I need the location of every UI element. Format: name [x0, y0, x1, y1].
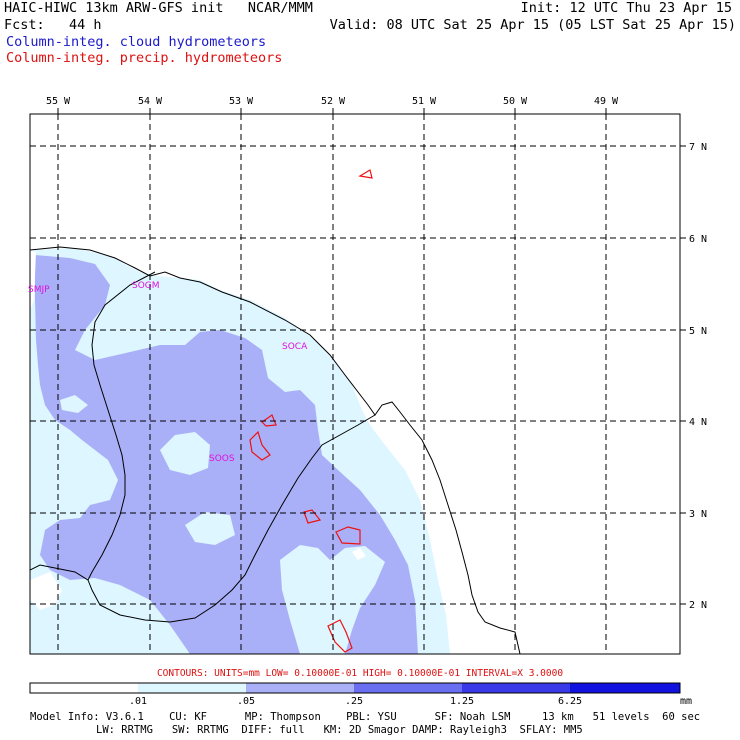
clear-area — [30, 572, 62, 610]
lon-label: 55 W — [46, 96, 71, 107]
station-label: SOCA — [282, 342, 308, 352]
lat-label: 7 N — [689, 142, 707, 153]
lon-label: 54 W — [138, 96, 163, 107]
precip-contour — [327, 619, 353, 653]
field-label-cloud: Column-integ. cloud hydrometeors — [6, 34, 267, 50]
axis-ticks — [57, 108, 686, 605]
colorbar-tick: .01 — [129, 696, 147, 707]
precip-contours — [249, 169, 373, 653]
lon-label: 52 W — [321, 96, 346, 107]
footer-model-info: Model Info: V3.6.1 CU: KF MP: Thompson P… — [30, 711, 701, 723]
lat-label: 2 N — [689, 600, 707, 611]
init-time: Init: 12 UTC Thu 23 Apr 15 — [520, 0, 732, 16]
cloud-hole — [60, 395, 88, 413]
forecast-hour: Fcst: 44 h — [4, 17, 102, 33]
lon-label: 50 W — [503, 96, 528, 107]
cloud-hole — [185, 512, 235, 545]
latlon-grid — [30, 114, 680, 654]
plot-frame — [29, 113, 681, 655]
colorbar-bin — [462, 683, 570, 693]
colorbar-bin — [138, 683, 246, 693]
precip-contour — [261, 414, 277, 427]
field-label-precip: Column-integ. precip. hydrometeors — [6, 50, 283, 66]
border — [87, 414, 376, 623]
colorbar-bin — [570, 683, 680, 693]
contour-info: CONTOURS: UNITS=mm LOW= 0.10000E-01 HIGH… — [157, 668, 563, 679]
hydrometeor-shading — [30, 248, 450, 654]
colorbar-tick: .25 — [345, 696, 363, 707]
lat-label: 3 N — [689, 509, 707, 520]
colorbar-units: mm — [680, 696, 692, 707]
lat-label: 4 N — [689, 417, 707, 428]
lon-label: 49 W — [594, 96, 619, 107]
cloud-hole — [352, 548, 366, 560]
lat-label: 5 N — [689, 326, 707, 337]
precip-contour — [303, 509, 322, 524]
model-title: HAIC-HIWC 13km ARW-GFS init NCAR/MMM — [4, 0, 313, 16]
lon-label: 51 W — [412, 96, 437, 107]
colorbar — [29, 682, 681, 694]
lat-label: 6 N — [689, 234, 707, 245]
colorbar-bin — [354, 683, 462, 693]
cloud-hole — [160, 432, 210, 475]
colorbar-bin — [30, 683, 138, 693]
precip-contour — [249, 430, 271, 461]
colorbar-tick: .05 — [237, 696, 255, 707]
station-label: SOOS — [209, 454, 235, 464]
valid-time: Valid: 08 UTC Sat 25 Apr 15 (05 LST Sat … — [329, 17, 736, 33]
colorbar-bin — [246, 683, 354, 693]
precip-contour — [335, 526, 361, 545]
precip-contour — [358, 169, 373, 179]
station-label: SMJP — [28, 285, 50, 295]
colorbar-tick: 1.25 — [450, 696, 474, 707]
footer-physics-info: LW: RRTMG SW: RRTMG DIFF: full KM: 2D Sm… — [96, 724, 583, 736]
station-label: SOGM — [132, 281, 160, 291]
lon-label: 53 W — [229, 96, 254, 107]
clear-area — [30, 250, 36, 310]
colorbar-tick: 6.25 — [558, 696, 582, 707]
